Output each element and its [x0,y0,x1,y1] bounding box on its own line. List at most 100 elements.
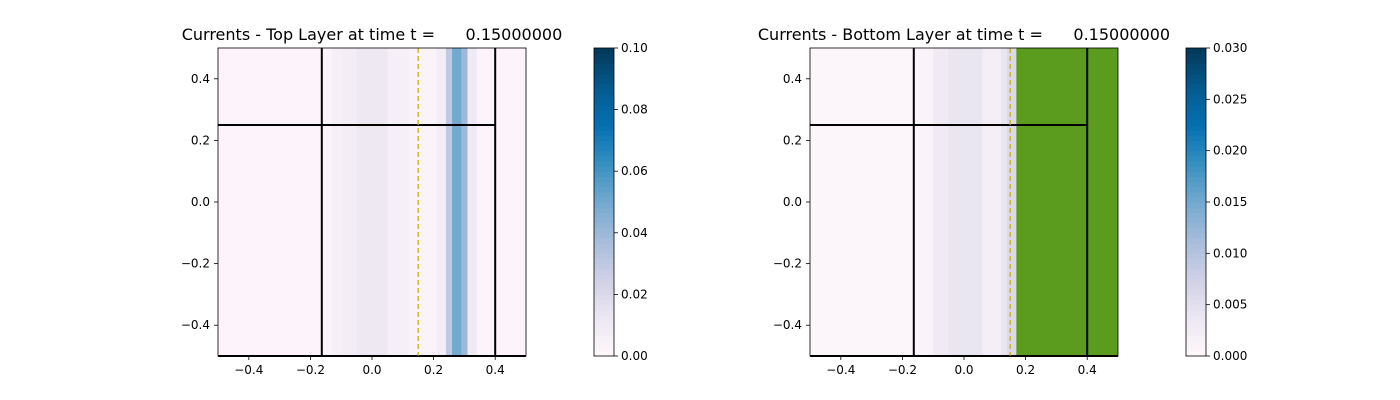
colorbar-segment [594,109,614,116]
colorbar-segment [594,89,614,95]
x-tick-label: 0.0 [954,363,973,377]
colorbar-segment [1186,83,1206,90]
x-tick-label: 0.4 [486,363,505,377]
colorbar-segment [594,207,614,213]
colorbar-segment [1186,94,1206,100]
colorbar-segment [594,53,614,59]
colorbar-tick-label: 0.025 [1213,92,1247,106]
colorbar-tick-label: 0.010 [1213,246,1247,260]
heatmap-column [1007,48,1017,356]
colorbar-segment [594,330,614,337]
colorbar-segment [1186,345,1206,352]
colorbar-segment [594,83,614,90]
colorbar-segment [594,299,614,306]
colorbar-segment [1186,299,1206,306]
colorbar-segment [594,279,614,285]
colorbar-segment [594,94,614,100]
colorbar-segment [1186,232,1206,239]
colorbar-segment [594,273,614,280]
colorbar-segment [1186,212,1206,218]
colorbar-segment [1186,222,1206,229]
colorbar-segment [1186,243,1206,249]
colorbar-segment [1186,340,1206,347]
colorbar-segment [594,196,614,203]
colorbar-segment [594,320,614,326]
colorbar-segment [594,227,614,234]
colorbar-segment [594,340,614,347]
colorbar-segment [1186,335,1206,342]
colorbar-tick-label: 0.005 [1213,298,1247,312]
heatmap-column [982,48,1002,356]
colorbar-segment [1186,160,1206,167]
top-layer-panel: Currents - Top Layer at time t = 0.15000… [181,25,648,377]
colorbar-frame [593,47,615,357]
colorbar-segment [1186,314,1206,321]
colorbar-segment [1186,63,1206,70]
y-tick-label: 0.2 [783,133,802,147]
colorbar-segment [1186,217,1206,224]
colorbar-tick-label: 0.015 [1213,195,1247,209]
bottom-layer-panel: Currents - Bottom Layer at time t = 0.15… [758,25,1247,377]
x-tick-label: 0.4 [1078,363,1097,377]
colorbar-segment [594,130,614,136]
heatmap-column [948,48,983,356]
colorbar-segment [594,48,614,54]
masked-region [1016,48,1118,356]
colorbar-segment [594,217,614,224]
heatmap-column [341,48,358,356]
heatmap-column [933,48,950,356]
colorbar-segment [594,63,614,70]
colorbar-segment [594,176,614,183]
x-tick-label: 0.2 [424,363,443,377]
y-tick-label: −0.2 [773,257,802,271]
colorbar-tick-label: 0.030 [1213,41,1247,55]
bottom-layer-title: Currents - Bottom Layer at time t = 0.15… [758,25,1170,44]
x-tick-label: −0.4 [826,363,855,377]
colorbar-segment [1186,119,1206,126]
colorbar-segment [594,335,614,342]
colorbar-segment [1186,68,1206,75]
colorbar-segment [1186,253,1206,260]
colorbar-segment [594,160,614,167]
colorbar-segment [594,350,614,357]
colorbar-segment [594,125,614,131]
colorbar-segment [594,145,614,152]
colorbar-segment [594,166,614,172]
colorbar-segment [1186,114,1206,121]
heatmap-column [810,48,919,356]
colorbar-segment [594,268,614,275]
x-tick-label: 0.0 [362,363,381,377]
colorbar-segment [1186,186,1206,193]
colorbar-segment [1186,289,1206,295]
heatmap-column [331,48,342,356]
colorbar-segment [1186,263,1206,270]
y-tick-label: −0.4 [773,318,802,332]
colorbar-tick-label: 0.06 [621,164,648,178]
colorbar-segment [1186,53,1206,59]
colorbar-segment [1186,273,1206,280]
colorbar-segment [594,212,614,218]
colorbar-tick-label: 0.020 [1213,144,1247,158]
colorbar-segment [594,345,614,352]
heatmap-column [1000,48,1008,356]
heatmap-column [467,48,478,356]
colorbar-segment [1186,104,1206,111]
colorbar-segment [1186,191,1206,198]
colorbar-segment [1186,78,1206,85]
colorbar-segment [594,294,614,301]
colorbar-segment [594,309,614,316]
x-tick-label: −0.2 [296,363,325,377]
y-tick-label: −0.2 [181,257,210,271]
colorbar-segment [594,140,614,147]
colorbar-segment [1186,279,1206,285]
heatmap-column [445,48,453,356]
colorbar-segment [594,248,614,254]
colorbar-segment [594,258,614,265]
colorbar-tick-label: 0.10 [621,41,648,55]
heatmap-column [387,48,410,356]
heatmap-column [218,48,327,356]
colorbar-segment [1186,330,1206,337]
top-layer-colorbar: 0.00 0.02 0.04 0.06 0.08 0.10 [593,41,648,363]
y-tick-label: 0.4 [783,72,802,86]
